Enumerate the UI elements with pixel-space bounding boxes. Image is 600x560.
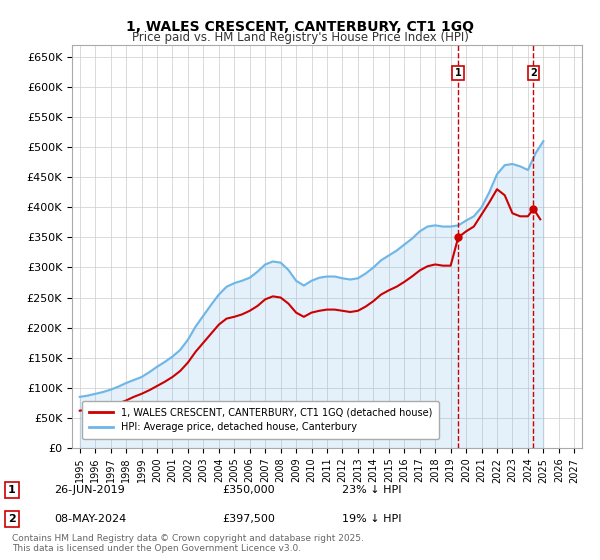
Text: 19% ↓ HPI: 19% ↓ HPI [342,514,401,524]
Text: Contains HM Land Registry data © Crown copyright and database right 2025.
This d: Contains HM Land Registry data © Crown c… [12,534,364,553]
Text: 23% ↓ HPI: 23% ↓ HPI [342,485,401,495]
Text: 26-JUN-2019: 26-JUN-2019 [54,485,125,495]
Text: 1, WALES CRESCENT, CANTERBURY, CT1 1GQ: 1, WALES CRESCENT, CANTERBURY, CT1 1GQ [126,20,474,34]
Text: 2: 2 [8,514,16,524]
Text: 1: 1 [455,68,461,78]
Text: £350,000: £350,000 [222,485,275,495]
Text: £397,500: £397,500 [222,514,275,524]
Text: 1: 1 [8,485,16,495]
Text: Price paid vs. HM Land Registry's House Price Index (HPI): Price paid vs. HM Land Registry's House … [131,31,469,44]
Text: 08-MAY-2024: 08-MAY-2024 [54,514,126,524]
Text: 2: 2 [530,68,537,78]
Legend: 1, WALES CRESCENT, CANTERBURY, CT1 1GQ (detached house), HPI: Average price, det: 1, WALES CRESCENT, CANTERBURY, CT1 1GQ (… [82,400,439,439]
